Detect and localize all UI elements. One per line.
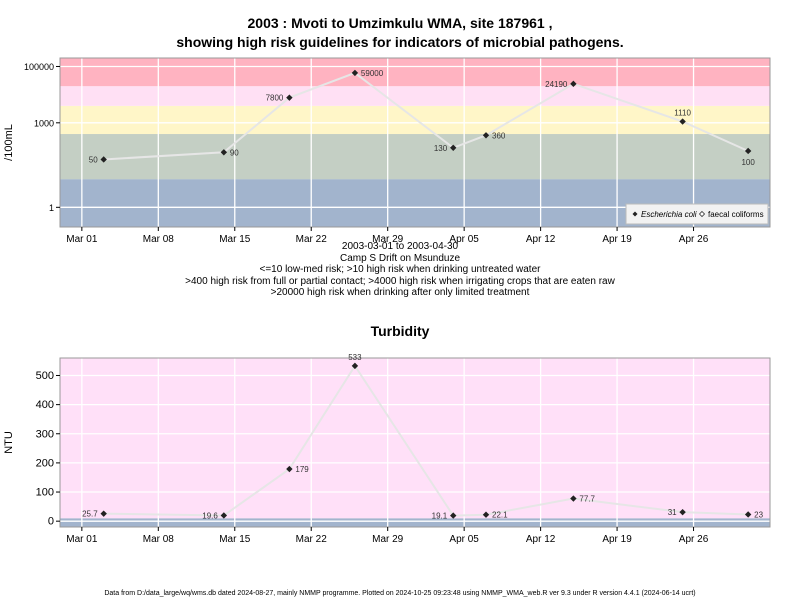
panel2-data-label: 23 bbox=[754, 510, 763, 519]
panel2-x-tick-label: Mar 29 bbox=[372, 534, 404, 545]
date-range: 2003-03-01 to 2003-04-30 bbox=[341, 241, 459, 252]
panel1-band-2 bbox=[60, 105, 770, 135]
panel2-x-tick-label: Mar 15 bbox=[219, 534, 251, 545]
panel2-data-label: 31 bbox=[668, 508, 677, 517]
panel2-x-tick-label: Apr 12 bbox=[526, 534, 556, 545]
legend-label-ecoli: Escherichia coli bbox=[641, 210, 697, 219]
panel2-y-tick-label: 200 bbox=[36, 457, 54, 469]
panel2-data-point bbox=[220, 512, 228, 519]
panel2-frame bbox=[59, 357, 771, 528]
panel1-data-point bbox=[744, 147, 752, 155]
panel2-data-point bbox=[570, 495, 577, 502]
panel1-data-label: 360 bbox=[492, 131, 506, 140]
footer-note: Data from D:/data_large/wq/wms.db dated … bbox=[104, 590, 696, 597]
panel2-x-tick-label: Mar 08 bbox=[143, 534, 175, 545]
panel2-x-tick-label: Mar 22 bbox=[296, 534, 328, 545]
panel2-band-1 bbox=[60, 358, 770, 519]
panel1-x-tick-label: Apr 19 bbox=[602, 234, 632, 245]
panel2-data-point bbox=[100, 510, 107, 517]
panel1-frame bbox=[59, 57, 771, 228]
panel1-data-label: 100 bbox=[741, 158, 755, 167]
panel1-data-point bbox=[570, 80, 577, 88]
chart-subtitle: showing high risk guidelines for indicat… bbox=[176, 34, 624, 50]
panel2-data-point bbox=[286, 465, 293, 473]
legend-marker-faecal bbox=[698, 210, 706, 218]
panel1-band-3 bbox=[60, 86, 770, 106]
chart-title: 2003 : Mvoti to Umzimkulu WMA, site 1879… bbox=[0, 14, 800, 52]
panel1-data-point bbox=[482, 132, 490, 139]
panel2-y-tick-label: 400 bbox=[36, 399, 54, 411]
panel2-x-tick-label: Mar 01 bbox=[66, 534, 98, 545]
risk-notes: 2003-03-01 to 2003-04-30 Camp S Drift on… bbox=[0, 241, 800, 299]
panel2-y-tick-label: 300 bbox=[36, 428, 54, 440]
panel2-data-label: 179 bbox=[295, 465, 309, 474]
panel1-data-point bbox=[100, 156, 107, 163]
panel2-data-label: 19.1 bbox=[432, 512, 448, 521]
panel2-data-label: 25.7 bbox=[82, 510, 98, 519]
panel2-x-tick-label: Apr 05 bbox=[449, 534, 479, 545]
panel1-x-tick-label: Mar 29 bbox=[372, 234, 404, 245]
panel2-y-axis-label: NTU bbox=[3, 431, 15, 454]
panel1-x-tick-label: Mar 22 bbox=[296, 234, 328, 245]
panel1-data-label: 24190 bbox=[545, 80, 568, 89]
panel1-x-tick-label: Mar 08 bbox=[143, 234, 175, 245]
panel2-x-tick-label: Apr 26 bbox=[679, 534, 709, 545]
panel1-data-label: 50 bbox=[89, 155, 98, 164]
panel1-data-point bbox=[286, 94, 293, 101]
panel2-data-label: 22.1 bbox=[492, 511, 508, 520]
panel1-x-tick-label: Mar 15 bbox=[219, 234, 251, 245]
note-line-3: >20000 high risk when drinking after onl… bbox=[270, 287, 530, 298]
note-line-2: >400 high risk from full or partial cont… bbox=[185, 275, 615, 287]
panel2-y-tick-label: 0 bbox=[48, 516, 54, 528]
panel1-data-label: 90 bbox=[230, 148, 239, 157]
panel2-data-point bbox=[744, 511, 752, 518]
panel1-x-tick-label: Mar 01 bbox=[66, 234, 98, 245]
turbidity-title: Turbidity bbox=[370, 323, 430, 339]
note-line-1: <=10 low-med risk; >10 high risk when dr… bbox=[259, 264, 541, 275]
panel2-data-point bbox=[450, 512, 457, 519]
panel1-data-label: 59000 bbox=[361, 69, 384, 78]
panel1-data-point bbox=[450, 144, 457, 151]
panel2-y-tick-label: 500 bbox=[36, 370, 54, 382]
panel1-band-4 bbox=[60, 58, 770, 87]
panel1-y-tick-label: 100000 bbox=[24, 62, 54, 72]
panel2-data-point bbox=[351, 362, 359, 370]
panel1-data-point bbox=[220, 149, 228, 156]
panel1-x-tick-label: Apr 05 bbox=[449, 234, 479, 245]
panel2-data-label: 533 bbox=[348, 353, 362, 362]
panel2-data-point bbox=[482, 511, 490, 518]
site-name: Camp S Drift on Msunduze bbox=[339, 252, 461, 264]
panel1-y-axis-label: /100mL bbox=[3, 124, 15, 161]
panel1-y-tick-label: 1000 bbox=[34, 118, 54, 128]
panel1-x-tick-label: Apr 26 bbox=[679, 234, 709, 245]
panel2-y-tick-label: 100 bbox=[36, 487, 54, 499]
panel2-data-point bbox=[679, 508, 686, 516]
panel2-data-label: 77.7 bbox=[579, 495, 595, 504]
legend-marker-ecoli bbox=[632, 211, 638, 217]
legend-label-faecal: faecal coliforms bbox=[708, 210, 764, 219]
panel2-data-label: 19.6 bbox=[202, 511, 218, 520]
panel1-data-label: 130 bbox=[434, 144, 448, 153]
panel2-x-tick-label: Apr 19 bbox=[602, 534, 632, 545]
panel1-data-label: 1110 bbox=[674, 109, 691, 118]
panel2-band-0 bbox=[60, 518, 770, 527]
legend-box bbox=[625, 203, 769, 225]
panel1-x-tick-label: Apr 12 bbox=[526, 234, 556, 245]
panel1-band-1 bbox=[60, 134, 770, 180]
panel1-data-label: 7800 bbox=[266, 94, 284, 103]
panel1-data-point bbox=[351, 69, 359, 77]
panel1-data-point bbox=[679, 118, 686, 125]
panel1-y-tick-label: 1 bbox=[49, 203, 54, 213]
chart-title-line1: 2003 : Mvoti to Umzimkulu WMA, site 1879… bbox=[247, 15, 553, 31]
